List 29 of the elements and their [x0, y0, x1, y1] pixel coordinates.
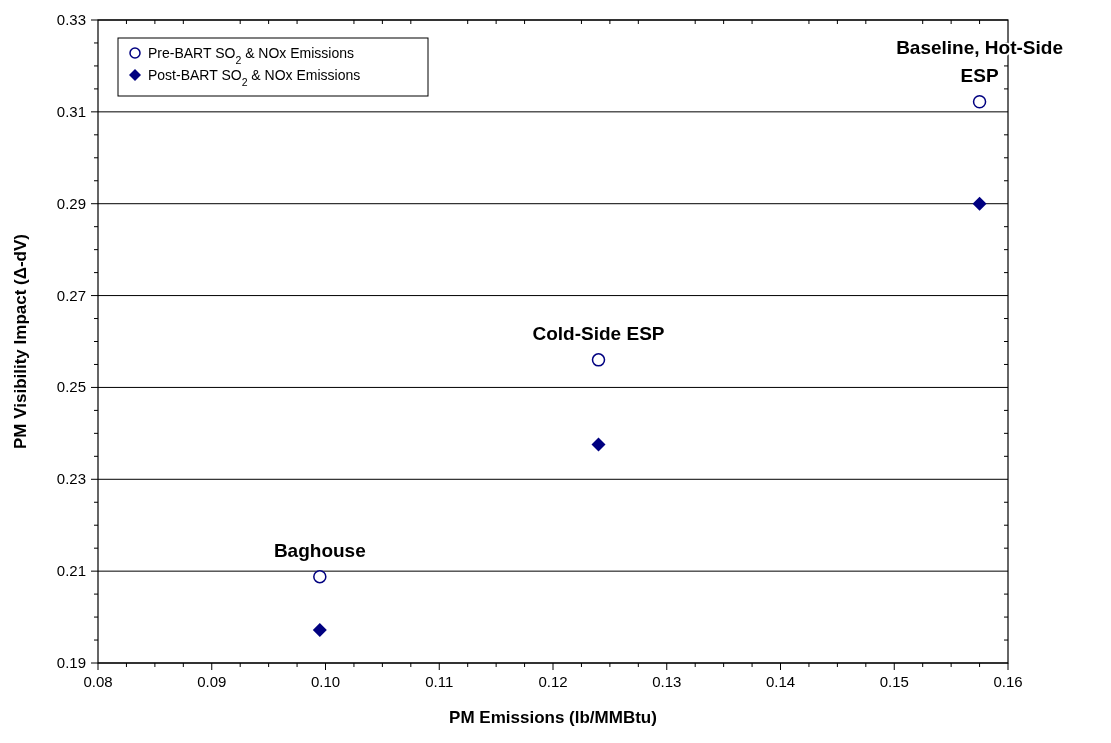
point [972, 196, 987, 211]
point [591, 353, 606, 367]
y-tick-label: 0.23 [56, 470, 86, 488]
point [313, 569, 327, 584]
y-tick-label: 0.21 [56, 562, 86, 580]
x-tick-label: 0.11 [425, 673, 454, 690]
x-tick-label: 0.08 [83, 673, 113, 690]
x-tick-label: 0.14 [765, 673, 796, 690]
y-axis-title: PM Visibility Impact (Δ-dV) [11, 234, 30, 449]
point [972, 95, 987, 109]
point [312, 622, 327, 637]
x-tick-label: 0.13 [652, 673, 682, 690]
x-tick-label: 0.10 [310, 673, 341, 690]
y-tick-label: 0.19 [56, 654, 86, 671]
x-tick-label: 0.16 [993, 673, 1023, 690]
y-tick-label: 0.27 [56, 286, 86, 304]
point [591, 437, 606, 452]
y-tick-label: 0.25 [56, 378, 86, 396]
x-tick-label: 0.15 [879, 673, 909, 690]
y-tick-label: 0.31 [56, 102, 86, 120]
annotation: Baghouse [273, 539, 366, 561]
y-tick-label: 0.33 [56, 11, 86, 28]
x-tick-label: 0.12 [538, 673, 568, 690]
x-tick-label: 0.09 [197, 673, 227, 690]
x-axis-title: PM Emissions (lb/MMBtu) [449, 708, 657, 727]
annotation: Cold-Side ESP [532, 322, 665, 344]
y-tick-label: 0.29 [56, 194, 86, 212]
legend-label: Post-BART SO$_{2}$ & NOx Emissions [148, 67, 361, 88]
legend-label: Pre-BART SO$_{2}$ & NOx Emissions [148, 45, 355, 66]
